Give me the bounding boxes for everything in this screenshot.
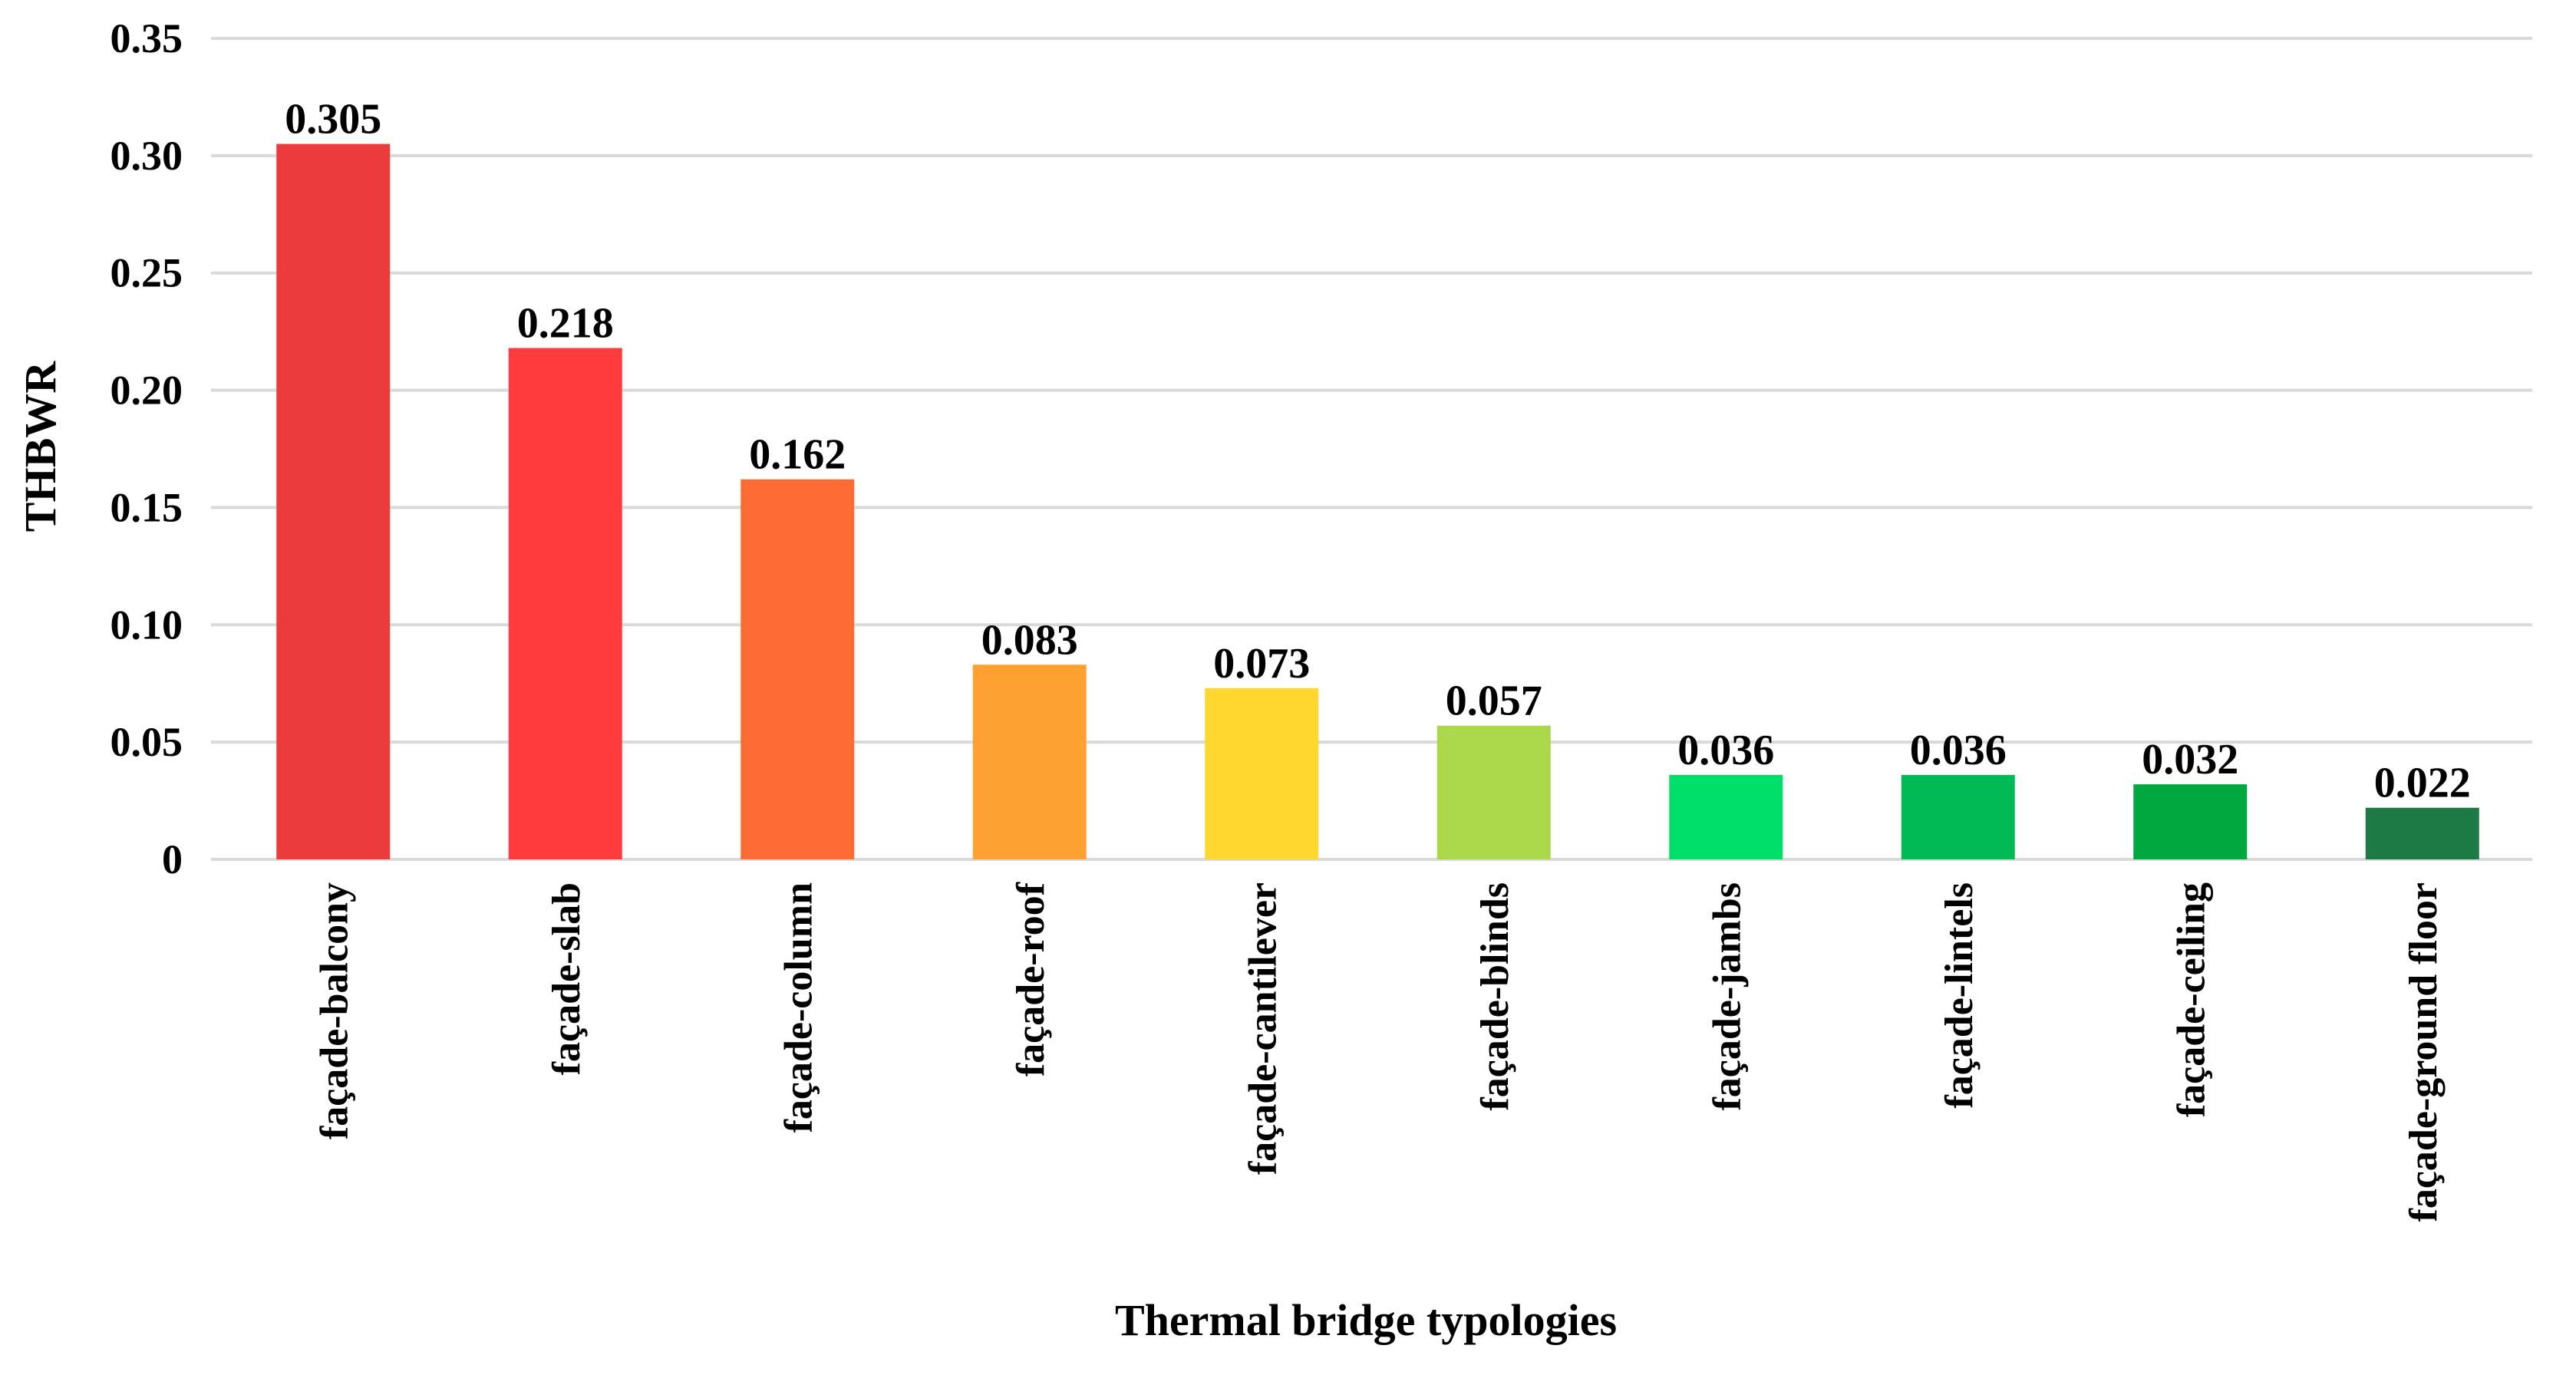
value-labels: 0.305 0.218 0.162 0.083 0.073 0.057 0.036 0.036… bbox=[285, 96, 2471, 807]
value-label-6: 0.036 bbox=[1677, 727, 1774, 774]
bar-7 bbox=[1901, 774, 2015, 859]
y-axis-title: THBWR bbox=[15, 361, 65, 532]
category-label-3: façade-roof bbox=[1009, 882, 1053, 1077]
x-axis-categories: façade-balcony façade-slab façade-column fa… bbox=[312, 882, 2446, 1222]
bar-2 bbox=[740, 479, 855, 859]
category-label-1: façade-slab bbox=[545, 882, 589, 1075]
value-label-3: 0.083 bbox=[981, 616, 1078, 664]
bar-0 bbox=[276, 143, 391, 860]
category-label-6: façade-jambs bbox=[1705, 882, 1749, 1111]
bar-1 bbox=[508, 348, 622, 859]
category-label-7: façade-lintels bbox=[1938, 882, 1981, 1109]
y-axis-ticks: 0 0.05 0.10 0.15 0.20 0.25 0.30 0.35 bbox=[110, 15, 183, 882]
x-axis-title: Thermal bridge typologies bbox=[1115, 1295, 1617, 1345]
y-tick-label-6: 0.30 bbox=[110, 133, 183, 179]
bar-8 bbox=[2133, 784, 2248, 859]
bar-5 bbox=[1436, 725, 1551, 859]
category-label-5: façade-blinds bbox=[1473, 882, 1517, 1111]
bar-9 bbox=[2365, 807, 2479, 859]
category-label-8: façade-ceiling bbox=[2169, 882, 2213, 1117]
category-label-4: façade-cantilever bbox=[1241, 882, 1285, 1175]
value-label-8: 0.032 bbox=[2142, 736, 2238, 783]
value-label-4: 0.073 bbox=[1213, 640, 1310, 688]
value-label-0: 0.305 bbox=[285, 96, 381, 143]
value-label-1: 0.218 bbox=[517, 300, 614, 348]
y-tick-label-2: 0.10 bbox=[110, 602, 183, 648]
value-label-7: 0.036 bbox=[1910, 727, 2007, 774]
bars bbox=[276, 143, 2479, 860]
bar-3 bbox=[972, 664, 1087, 859]
value-label-2: 0.162 bbox=[749, 431, 846, 479]
y-tick-label-4: 0.20 bbox=[110, 368, 183, 414]
value-label-5: 0.057 bbox=[1446, 678, 1542, 725]
category-label-2: façade-column bbox=[777, 882, 820, 1133]
category-label-0: façade-balcony bbox=[312, 882, 356, 1139]
y-tick-label-5: 0.25 bbox=[110, 250, 183, 296]
value-label-9: 0.022 bbox=[2374, 760, 2471, 807]
y-tick-label-0: 0 bbox=[162, 836, 183, 882]
bar-6 bbox=[1669, 774, 1783, 859]
bar-4 bbox=[1205, 688, 1319, 859]
y-tick-label-3: 0.15 bbox=[110, 484, 183, 530]
y-tick-label-7: 0.35 bbox=[110, 15, 183, 61]
y-tick-label-1: 0.05 bbox=[110, 719, 183, 765]
category-label-9: façade-ground floor bbox=[2402, 882, 2446, 1222]
